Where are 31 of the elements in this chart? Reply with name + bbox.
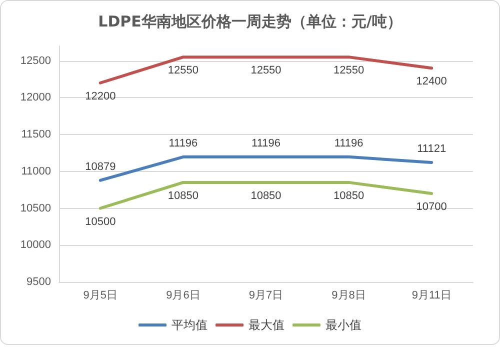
y-tick-label: 10500 [20,202,51,214]
data-label: 10850 [168,190,198,202]
x-tick-label: 9月6日 [166,290,200,302]
y-tick-label: 12500 [20,54,51,67]
data-label: 11196 [168,137,198,150]
data-label: 10700 [416,201,447,213]
data-label: 11196 [334,137,364,150]
y-tick-label: 12000 [20,92,51,104]
data-label: 12550 [168,64,198,77]
data-label: 12400 [416,76,447,88]
x-tick-label: 9月5日 [83,290,118,302]
y-tick-label: 11000 [21,165,51,178]
data-label: 11121 [417,142,446,155]
data-label: 10879 [85,160,116,173]
data-label: 12200 [85,90,116,102]
x-tick-label: 9月8日 [332,290,366,302]
y-tick-label: 9500 [26,276,51,288]
legend-label: 最大值 [248,318,284,332]
x-tick-label: 9月7日 [248,290,284,302]
y-tick-label: 10000 [20,239,51,252]
legend-label: 最小值 [326,318,362,332]
data-label: 10850 [250,190,282,202]
data-label: 10500 [85,216,116,228]
y-tick-label: 11500 [21,128,51,140]
legend-label: 平均值 [172,318,208,332]
x-tick-label: 9月11日 [412,290,452,302]
data-label: 12550 [250,64,282,77]
data-label: 12550 [334,64,364,77]
data-label: 10850 [334,190,364,202]
data-label: 11196 [252,137,280,150]
chart-title: LDPE华南地区价格一周走势（单位：元/吨） [98,12,402,30]
